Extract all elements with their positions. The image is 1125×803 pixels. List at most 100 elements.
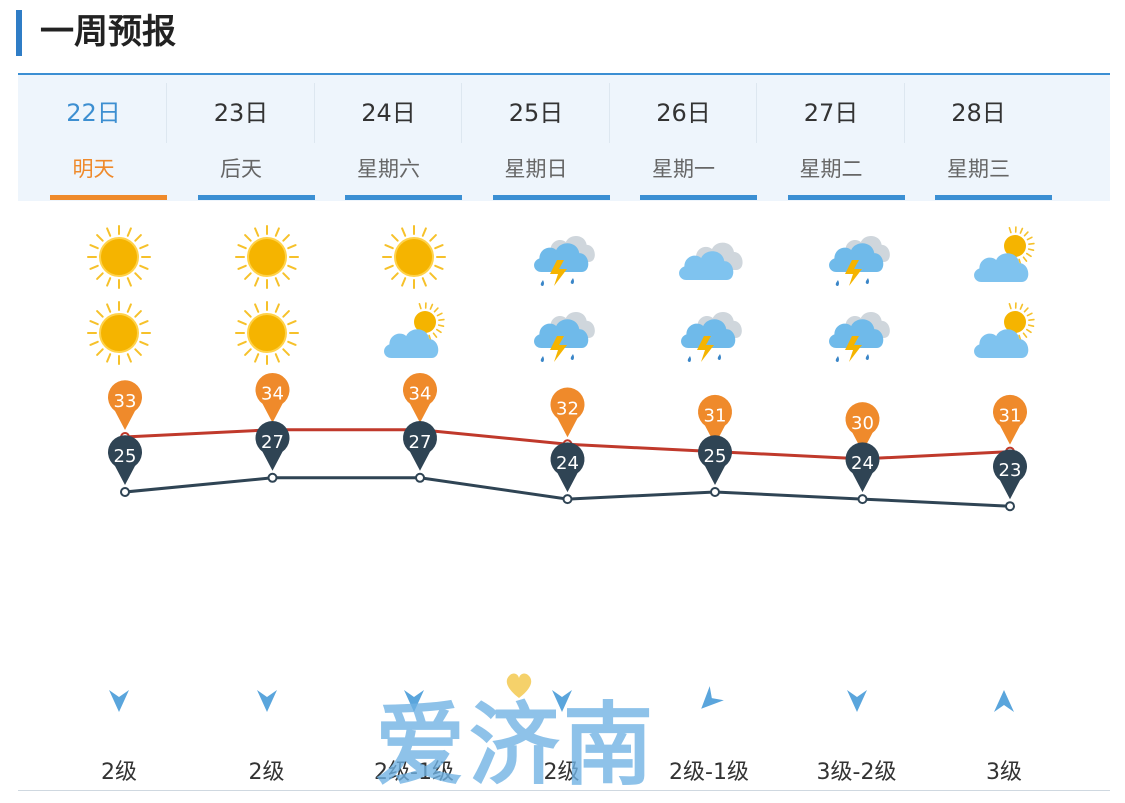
thunderstorm-icon — [822, 298, 892, 368]
low-temp-label: 25 — [114, 446, 137, 467]
tab-day-4[interactable]: 25日星期日 — [463, 75, 610, 201]
tab-separator — [166, 83, 167, 143]
tab-date: 26日 — [656, 99, 711, 127]
low-temp-pin — [108, 435, 142, 485]
low-temp-label: 24 — [556, 453, 579, 474]
low-temp-point — [710, 487, 720, 497]
wind-direction-icon — [104, 686, 134, 716]
tab-day-7[interactable]: 28日星期三 — [905, 75, 1052, 201]
low-temp-point — [267, 472, 278, 483]
partly-cloudy-icon — [969, 222, 1039, 292]
low-temp-pin — [845, 442, 880, 493]
low-temp-point — [120, 487, 130, 497]
high-temp-pin — [550, 387, 585, 438]
tab-weekday: 星期六 — [357, 157, 420, 181]
tab-separator — [608, 83, 610, 143]
tab-day-6[interactable]: 27日星期二 — [758, 75, 905, 201]
tab-underline — [935, 195, 1052, 200]
tab-underline — [640, 195, 757, 200]
low-temp-pin — [255, 421, 290, 471]
wind-level-label: 3级 — [986, 760, 1022, 785]
tab-underline — [492, 195, 610, 200]
wind-level-label: 2级 — [248, 760, 285, 785]
tab-underline — [50, 195, 167, 200]
thunderstorm-icon — [674, 298, 744, 368]
low-temp-pin — [993, 449, 1027, 500]
tab-date: 27日 — [803, 99, 859, 127]
tab-day-3[interactable]: 24日星期六 — [315, 75, 462, 201]
tab-date: 23日 — [213, 99, 269, 127]
day-tabs: 22日 明天 23日 后天 24日 星期六 25日 星期日 26日 星期一 27日 星期二 28日 星期三 — [18, 75, 1110, 201]
wind-level-label: 2级-1级 — [374, 760, 454, 785]
wind-level-label: 3级-2级 — [816, 760, 897, 785]
low-temp-point — [1005, 501, 1015, 512]
high-temp-pin — [845, 402, 880, 452]
wind-direction-icon — [399, 686, 429, 716]
low-temp-pin — [550, 442, 585, 493]
tab-weekday: 星期一 — [652, 157, 715, 181]
high-temp-label: 30 — [851, 413, 874, 434]
tab-weekday: 星期三 — [947, 157, 1010, 181]
wind-level-label: 2级-1级 — [669, 760, 749, 785]
wind-direction-icon — [252, 686, 282, 716]
wind-level-label: 2级 — [101, 760, 137, 785]
high-temp-pin — [697, 394, 732, 445]
tab-underline — [345, 195, 462, 200]
tab-underline — [787, 195, 905, 200]
wind-direction-icon — [694, 686, 724, 716]
low-temp-label: 27 — [409, 432, 432, 453]
tab-separator — [756, 83, 757, 143]
high-temp-label: 31 — [704, 406, 727, 427]
cloudy-icon — [674, 222, 744, 292]
tab-weekday: 星期日 — [504, 157, 568, 181]
sun-icon — [232, 222, 302, 292]
tab-separator — [461, 83, 462, 143]
bottom-divider — [18, 790, 1110, 791]
tab-weekday: 明天 — [72, 157, 115, 181]
title-accent-bar — [16, 10, 22, 56]
high-temp-label: 34 — [261, 384, 284, 405]
tab-date: 24日 — [361, 99, 416, 127]
heart-icon — [506, 673, 532, 698]
tab-day-5[interactable]: 26日星期一 — [610, 75, 757, 201]
low-temp-label: 23 — [999, 460, 1022, 481]
sun-icon — [84, 298, 154, 368]
wind-level-label: 2级 — [543, 760, 580, 785]
low-temp-pin — [403, 421, 438, 471]
sun-icon — [379, 222, 449, 292]
tab-day-2[interactable]: 23日后天 — [168, 75, 315, 201]
tab-date: 22日 — [66, 99, 121, 127]
high-temp-pin — [993, 394, 1027, 445]
thunderstorm-icon — [527, 222, 597, 292]
tab-separator — [313, 83, 315, 143]
low-temp-pin — [697, 435, 732, 485]
low-temp-point — [857, 494, 868, 505]
wind-direction-icon — [547, 686, 577, 716]
tab-date: 28日 — [951, 99, 1006, 127]
high-temp-pin — [255, 372, 290, 423]
low-temp-label: 25 — [704, 446, 727, 467]
low-temp-point — [562, 494, 573, 505]
high-temp-pin — [403, 372, 438, 423]
low-temp-label: 27 — [261, 432, 284, 453]
wind-direction-icon — [842, 686, 872, 716]
partly-cloudy-icon — [379, 298, 449, 368]
thunderstorm-icon — [822, 222, 892, 292]
high-temp-label: 32 — [556, 398, 579, 419]
thunderstorm-icon — [527, 298, 597, 368]
page-title: 一周预报 — [40, 12, 176, 52]
low-temp-label: 24 — [851, 453, 874, 474]
tab-weekday: 星期二 — [799, 157, 863, 181]
sun-icon — [84, 222, 154, 292]
tab-weekday: 后天 — [220, 157, 262, 181]
tab-day-1[interactable]: 22日明天 — [20, 75, 167, 201]
tab-underline — [197, 195, 315, 200]
high-temp-label: 31 — [999, 406, 1022, 427]
high-temp-pin — [108, 380, 142, 430]
wind-direction-icon — [989, 686, 1019, 716]
title-divider — [18, 73, 1110, 75]
tab-date: 25日 — [508, 99, 564, 127]
sun-icon — [232, 298, 302, 368]
partly-cloudy-icon — [969, 298, 1039, 368]
